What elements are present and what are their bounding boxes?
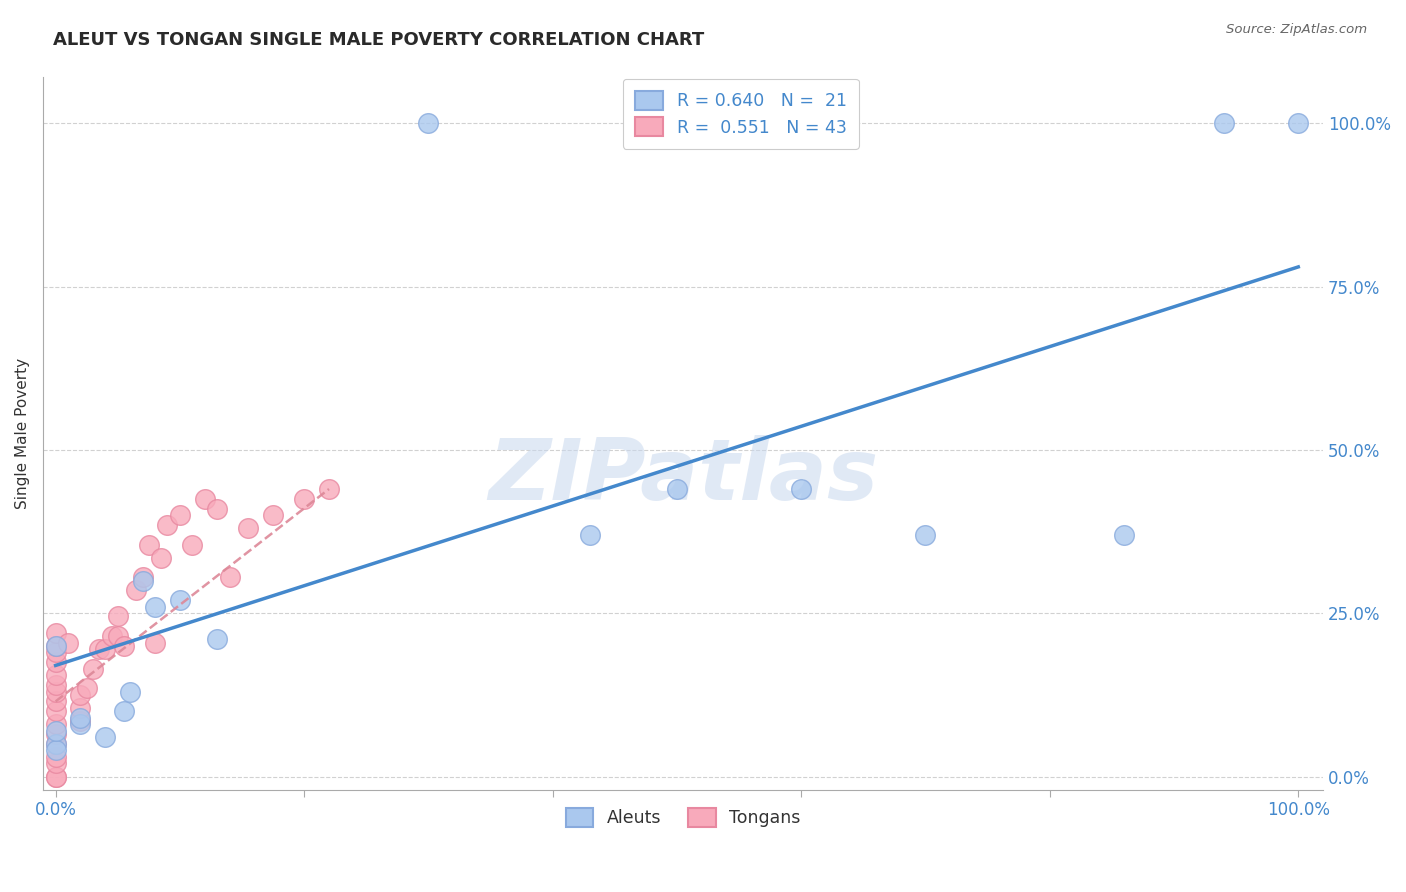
Text: ALEUT VS TONGAN SINGLE MALE POVERTY CORRELATION CHART: ALEUT VS TONGAN SINGLE MALE POVERTY CORR…	[53, 31, 704, 49]
Point	[125, 583, 148, 598]
Point	[100, 629, 122, 643]
Point	[45, 717, 67, 731]
Point	[76, 681, 98, 696]
Point	[82, 662, 104, 676]
Point	[205, 632, 228, 647]
Point	[914, 528, 936, 542]
Point	[131, 574, 153, 588]
Point	[150, 550, 173, 565]
Point	[45, 684, 67, 698]
Point	[45, 704, 67, 718]
Point	[69, 688, 91, 702]
Point	[1286, 116, 1309, 130]
Point	[112, 639, 135, 653]
Point	[69, 701, 91, 715]
Point	[1114, 528, 1136, 542]
Point	[94, 731, 117, 745]
Point	[45, 639, 67, 653]
Point	[69, 717, 91, 731]
Point	[318, 482, 340, 496]
Point	[45, 743, 67, 757]
Point	[112, 704, 135, 718]
Point	[120, 684, 142, 698]
Point	[238, 521, 260, 535]
Point	[790, 482, 813, 496]
Point	[143, 635, 166, 649]
Point	[138, 538, 160, 552]
Point	[45, 737, 67, 751]
Point	[45, 770, 67, 784]
Point	[107, 609, 129, 624]
Point	[181, 538, 204, 552]
Legend: Aleuts, Tongans: Aleuts, Tongans	[558, 801, 807, 834]
Y-axis label: Single Male Poverty: Single Male Poverty	[15, 358, 30, 509]
Point	[45, 756, 67, 771]
Point	[579, 528, 602, 542]
Point	[69, 714, 91, 728]
Point	[418, 116, 440, 130]
Point	[1212, 116, 1234, 130]
Point	[45, 750, 67, 764]
Point	[45, 668, 67, 682]
Point	[45, 678, 67, 692]
Point	[143, 599, 166, 614]
Point	[45, 655, 67, 669]
Point	[56, 635, 79, 649]
Point	[45, 727, 67, 741]
Point	[107, 629, 129, 643]
Point	[218, 570, 240, 584]
Point	[45, 645, 67, 659]
Point	[205, 501, 228, 516]
Point	[665, 482, 688, 496]
Point	[194, 491, 217, 506]
Point	[87, 642, 110, 657]
Point	[45, 694, 67, 708]
Point	[156, 518, 179, 533]
Point	[131, 570, 153, 584]
Point	[292, 491, 315, 506]
Point	[45, 723, 67, 738]
Point	[45, 639, 67, 653]
Point	[169, 593, 191, 607]
Text: Source: ZipAtlas.com: Source: ZipAtlas.com	[1226, 23, 1367, 37]
Text: ZIPatlas: ZIPatlas	[488, 434, 879, 517]
Point	[94, 642, 117, 657]
Point	[69, 711, 91, 725]
Point	[45, 737, 67, 751]
Point	[169, 508, 191, 523]
Point	[45, 770, 67, 784]
Point	[45, 625, 67, 640]
Point	[262, 508, 284, 523]
